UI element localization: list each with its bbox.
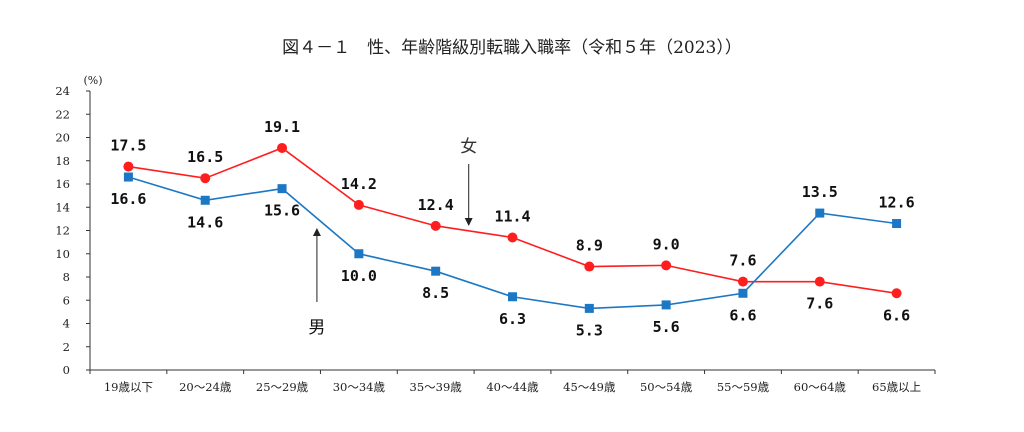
data-label: 16.6 — [110, 190, 146, 208]
series-line-男 — [128, 176, 897, 310]
data-label: 8.9 — [576, 237, 603, 255]
data-point — [508, 292, 517, 302]
data-label: 9.0 — [653, 235, 680, 253]
x-tick-label: 60～64歳 — [794, 380, 847, 394]
data-label: 5.6 — [653, 318, 680, 336]
y-tick-label: 10 — [55, 247, 70, 261]
data-label: 14.6 — [187, 213, 223, 231]
x-tick-label: 19歳以下 — [104, 380, 153, 394]
data-point — [661, 300, 671, 310]
y-tick-label: 18 — [55, 154, 70, 168]
y-tick-label: 8 — [63, 270, 70, 284]
y-tick-label: 2 — [63, 340, 70, 354]
x-tick-label: 35～39歳 — [410, 380, 463, 394]
data-point — [200, 195, 210, 205]
data-label: 8.5 — [422, 284, 449, 302]
data-point — [507, 232, 518, 243]
x-tick-label: 50～54歳 — [640, 380, 693, 394]
data-point — [584, 261, 595, 272]
x-tick-label: 20～24歳 — [179, 380, 232, 394]
data-point — [123, 172, 133, 182]
y-tick-label: 14 — [55, 200, 70, 214]
data-label: 15.6 — [264, 202, 300, 220]
x-tick-label: 55～59歳 — [717, 380, 770, 394]
series-annotations: 女男 — [308, 137, 477, 338]
data-label: 6.3 — [499, 310, 526, 328]
y-tick-label: 4 — [63, 317, 70, 331]
data-point — [354, 249, 364, 259]
data-point — [430, 220, 441, 231]
data-point — [892, 219, 902, 229]
data-point — [738, 288, 748, 298]
data-point — [891, 288, 902, 299]
data-label: 12.6 — [879, 194, 915, 212]
data-point — [200, 173, 211, 184]
data-label: 19.1 — [264, 118, 300, 136]
data-point — [584, 303, 594, 313]
y-tick-label: 0 — [63, 363, 70, 377]
x-tick-label: 30～34歳 — [333, 380, 386, 394]
data-label: 11.4 — [494, 207, 530, 225]
data-label: 6.6 — [729, 306, 756, 324]
x-tick-label: 45～49歳 — [563, 380, 616, 394]
data-label: 14.2 — [341, 175, 377, 193]
y-tick-label: 20 — [55, 131, 70, 145]
data-point — [661, 260, 672, 271]
y-tick-label: 24 — [55, 84, 70, 98]
data-point — [737, 276, 748, 287]
data-label: 17.5 — [110, 137, 146, 155]
data-point — [814, 276, 825, 287]
series-layer — [123, 142, 902, 313]
data-label: 10.0 — [341, 267, 377, 285]
data-label: 6.6 — [883, 306, 910, 324]
data-label: 12.4 — [418, 196, 454, 214]
data-point — [431, 266, 441, 276]
y-tick-label: 22 — [55, 107, 70, 121]
data-label: 7.6 — [806, 295, 833, 313]
annotation-female: 女 — [460, 137, 477, 157]
data-labels: 17.5 16.5 19.1 14.2 12.4 11.4 8.9 9.0 7.6 7.6 6.6 1… — [110, 118, 914, 339]
x-tick-label: 65歳以上 — [872, 380, 921, 394]
data-point — [277, 184, 287, 194]
y-tick-label: 12 — [55, 224, 70, 238]
x-tick-label: 25～29歳 — [256, 380, 309, 394]
data-point — [353, 199, 364, 210]
y-tick-label: 16 — [55, 177, 70, 191]
data-label: 13.5 — [802, 183, 838, 201]
data-point — [277, 142, 288, 153]
data-label: 7.6 — [729, 252, 756, 270]
x-tick-label: 40～44歳 — [486, 380, 539, 394]
annotation-male: 男 — [308, 318, 325, 338]
y-axis-unit: (%) — [83, 74, 102, 87]
data-label: 16.5 — [187, 148, 223, 166]
chart-title: 図４－１ 性、年齢階級別転職入職率（令和５年（2023）） — [282, 38, 742, 58]
y-tick-label: 6 — [63, 293, 70, 307]
data-point — [123, 161, 134, 172]
data-label: 5.3 — [576, 321, 603, 339]
data-point — [815, 208, 825, 218]
